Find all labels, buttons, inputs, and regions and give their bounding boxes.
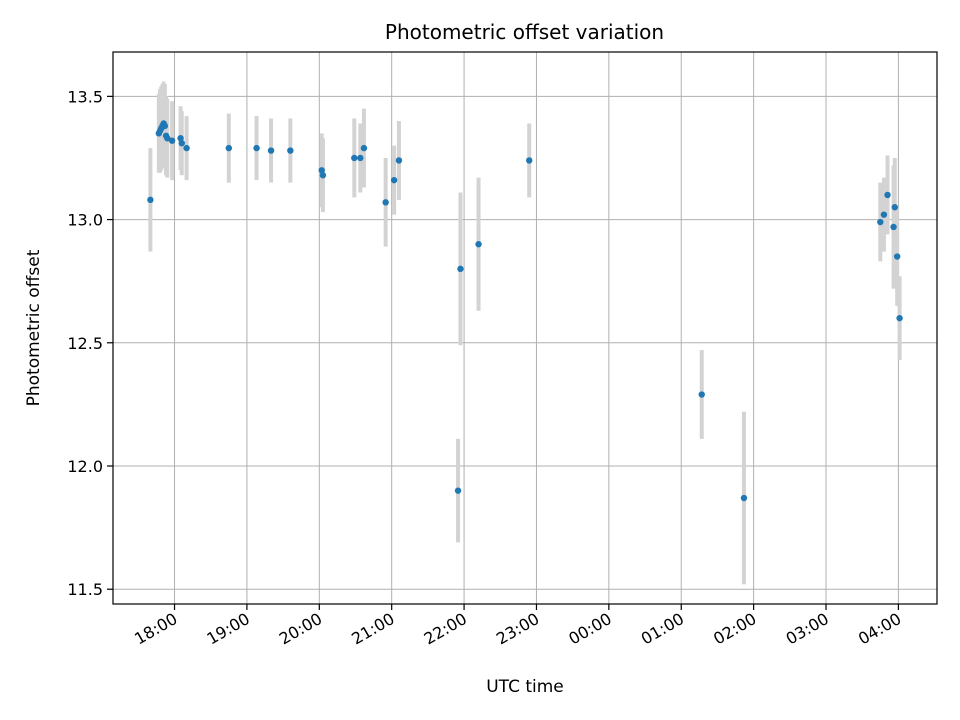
x-tick-label: 03:00 (783, 609, 832, 649)
x-tick-label: 22:00 (421, 609, 470, 649)
data-point (698, 391, 705, 398)
data-point (360, 144, 368, 152)
data-point (890, 223, 897, 231)
x-tick-label: 04:00 (855, 609, 904, 649)
y-tick-label: 12.0 (67, 457, 103, 476)
x-tick-label: 19:00 (203, 609, 252, 649)
data-point (168, 137, 176, 144)
y-axis-title: Photometric offset (24, 249, 44, 406)
data-point (318, 167, 325, 174)
data-point (351, 154, 358, 162)
data-point (183, 144, 190, 152)
x-tick-label: 00:00 (565, 609, 614, 649)
plot-area-frame (112, 51, 938, 605)
data-point (178, 139, 185, 147)
gridlines (113, 52, 937, 604)
data-point (382, 199, 389, 206)
x-tick-label: 20:00 (276, 609, 325, 649)
error-bars (148, 81, 902, 585)
data-point (267, 147, 275, 154)
data-point (319, 172, 327, 179)
y-tick-label: 13.0 (67, 211, 103, 230)
data-point (454, 487, 462, 494)
data-point (457, 265, 464, 273)
y-tick-label: 12.5 (67, 334, 103, 353)
x-tick-label: 21:00 (348, 609, 397, 649)
data-point (161, 122, 169, 130)
data-point (526, 157, 533, 164)
y-tick-label: 11.5 (67, 580, 103, 599)
data-points (147, 120, 903, 502)
data-point (880, 211, 888, 218)
data-point (740, 494, 748, 502)
data-point (893, 253, 901, 260)
data-point (395, 157, 403, 164)
data-point (896, 314, 903, 322)
data-point (475, 241, 482, 248)
data-point (884, 191, 891, 199)
data-point (253, 144, 260, 152)
x-tick-label: 23:00 (493, 609, 542, 649)
data-point (225, 144, 233, 152)
x-tick-label: 02:00 (710, 609, 759, 649)
data-point (390, 176, 398, 184)
x-axis-ticks: 18:00 19:00 20:00 21:00 22:00 23:00 00:00 01:00… (131, 604, 904, 649)
data-point (164, 135, 171, 142)
x-axis-title: UTC time (486, 677, 564, 697)
data-point (891, 204, 898, 211)
data-point (357, 154, 364, 162)
chart-title: Photometric offset variation (385, 20, 664, 44)
y-axis-ticks: 11.5 12.0 12.5 13.0 13.5 (67, 87, 113, 599)
x-tick-label: 01:00 (638, 609, 687, 649)
data-point (287, 147, 294, 154)
data-point (177, 135, 184, 142)
data-point (147, 196, 154, 204)
data-point (877, 218, 884, 226)
y-tick-label: 13.5 (67, 87, 103, 106)
x-tick-label: 18:00 (131, 609, 180, 649)
